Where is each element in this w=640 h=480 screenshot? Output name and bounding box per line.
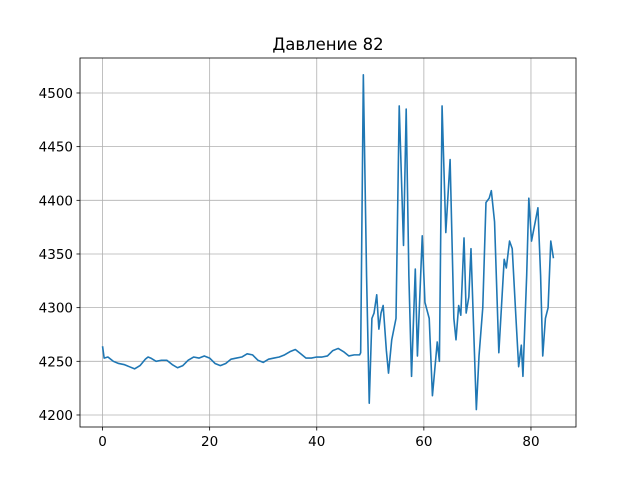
x-tick-label: 80	[522, 434, 539, 450]
x-tick-label: 0	[98, 434, 107, 450]
x-tick-label: 60	[415, 434, 432, 450]
y-tick-label: 4300	[39, 301, 73, 317]
y-tick-label: 4450	[39, 140, 73, 156]
chart-title: Давление 82	[272, 35, 383, 54]
data-line	[101, 73, 555, 411]
y-tick-label: 4400	[39, 193, 73, 209]
axes-frame	[79, 57, 577, 428]
x-tick-label: 40	[308, 434, 325, 450]
y-tick-label: 4200	[39, 408, 73, 424]
y-tick-label: 4250	[39, 354, 73, 370]
y-tick-label: 4500	[39, 86, 73, 102]
y-tick-label: 4350	[39, 247, 73, 263]
x-tick-label: 20	[201, 434, 218, 450]
